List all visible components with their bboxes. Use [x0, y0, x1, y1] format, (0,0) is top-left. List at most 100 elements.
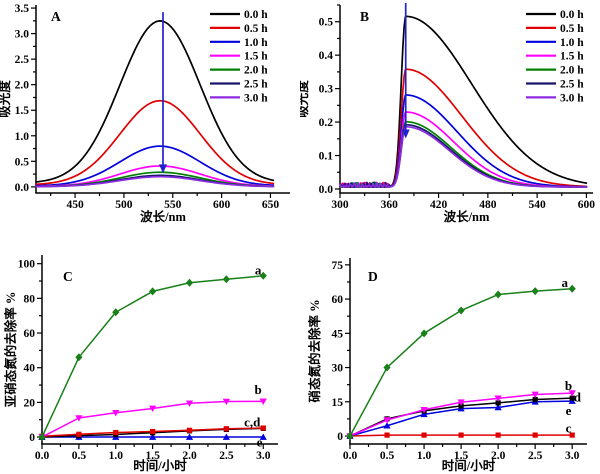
svg-text:0.4: 0.4 [319, 50, 334, 62]
legend-item: 2.0 h [526, 65, 584, 77]
legend-item: 0.5 h [210, 23, 268, 35]
legend-label: 0.5 h [244, 23, 268, 35]
chart-A-svg: 450 500 550 600 650 0.0 0.5 1.0 1.5 2.0 2.5 3.0 3.5 波… [0, 3, 290, 224]
svg-text:40: 40 [24, 363, 36, 375]
data-point-marker [494, 395, 502, 402]
data-point-marker [569, 432, 575, 438]
data-point-marker [420, 329, 428, 338]
x-tick-labels: 300 360 420 480 540 600 [331, 199, 595, 211]
svg-text:3.0: 3.0 [565, 450, 580, 462]
svg-text:360: 360 [381, 199, 399, 211]
series-label-b: b [565, 378, 572, 393]
svg-text:60: 60 [24, 328, 36, 340]
data-point-marker [420, 410, 428, 418]
y-axis-label: 吸光度 [0, 80, 12, 118]
legend: 0.0 h 0.5 h 1.0 h 1.5 h 2.0 h 2.5 h3.0 h [210, 9, 268, 104]
panel-letter: C [63, 269, 73, 284]
data-point-marker [568, 284, 576, 293]
data-point-marker [532, 396, 538, 403]
y-tick-labels: 0.0 0.1 0.2 0.3 0.4 0.5 [319, 17, 334, 196]
svg-text:0.5: 0.5 [72, 450, 87, 462]
svg-text:500: 500 [115, 199, 133, 211]
data-point-marker [346, 432, 354, 441]
series-label-e: e [566, 403, 572, 418]
series-a-markers [38, 271, 267, 442]
data-point-marker [458, 432, 464, 438]
chart-D-svg: 0.0 0.5 1.0 1.5 2.0 2.5 3.0 0 15 30 45 60 75 时间/小时 硝态氮… [307, 258, 587, 473]
svg-text:1.5: 1.5 [145, 450, 160, 462]
panel-letter: B [360, 9, 369, 24]
data-point-marker [457, 399, 465, 406]
ticks [31, 7, 272, 198]
series-3.0h-line [339, 125, 588, 188]
svg-text:75: 75 [332, 260, 344, 272]
legend-label: 2.0 h [560, 65, 584, 77]
panel-b-absorbance-spectra: 300 360 420 480 540 600 0.0 0.1 0.2 0.3 0.4 0.5 波长/n… [295, 0, 600, 232]
svg-text:0.0: 0.0 [343, 450, 358, 462]
legend-item: 2.5 h [210, 79, 268, 91]
svg-text:2.0: 2.0 [182, 450, 197, 462]
x-tick-labels: 0.0 0.5 1.0 1.5 2.0 2.5 3.0 [35, 450, 271, 462]
data-point-marker [185, 278, 194, 287]
y-tick-labels: 0.0 0.5 1.0 1.5 2.0 2.5 3.0 3.5 [15, 3, 30, 194]
legend: 0.0 h 0.5 h 1.0 h 1.5 h 2.0 h 2.5 h3.0 h [526, 9, 584, 104]
svg-text:80: 80 [24, 293, 36, 305]
legend-label: 1.5 h [244, 51, 268, 63]
legend-label: 1.5 h [560, 51, 584, 63]
legend-item: 0.0 h [210, 9, 268, 21]
svg-text:0.5: 0.5 [319, 17, 334, 29]
data-point-marker [112, 409, 120, 417]
data-point-marker [532, 432, 538, 438]
svg-text:0.0: 0.0 [15, 182, 30, 194]
data-point-marker [149, 287, 157, 296]
svg-text:15: 15 [332, 397, 344, 409]
ticks [345, 264, 573, 449]
series-label-cd: c,d [244, 414, 261, 429]
svg-text:300: 300 [331, 199, 349, 211]
x-tick-labels: 450 500 550 600 650 [66, 199, 279, 211]
legend-label: 0.5 h [560, 23, 584, 35]
legend-label: 3.0 h [244, 92, 268, 104]
data-point-marker [222, 275, 230, 284]
data-point-marker [569, 395, 575, 401]
svg-text:100: 100 [18, 259, 36, 271]
data-point-marker [457, 306, 465, 315]
svg-text:1.0: 1.0 [417, 450, 432, 462]
svg-text:2.0: 2.0 [15, 80, 30, 92]
series-b-markers [346, 390, 576, 440]
y-axis-label: 吸光度 [300, 80, 310, 118]
svg-text:0.3: 0.3 [319, 84, 334, 96]
svg-text:540: 540 [529, 199, 547, 211]
data-point-marker [495, 432, 501, 438]
svg-text:3.0: 3.0 [15, 29, 30, 41]
data-point-marker [149, 405, 157, 413]
svg-text:550: 550 [164, 199, 182, 211]
panel-c-nitrite-removal: 0.0 0.5 1.0 1.5 2.0 2.5 3.0 0 20 40 60 80 100 时间/小时 亚硝… [0, 232, 300, 474]
series-label-e: e [257, 435, 263, 450]
data-point-marker [383, 363, 391, 372]
svg-text:1.5: 1.5 [454, 450, 469, 462]
ticks [335, 4, 588, 198]
data-point-marker [383, 417, 391, 424]
x-axis-label: 时间/小时 [442, 458, 496, 473]
series-label-b: b [254, 382, 261, 397]
data-point-marker [150, 428, 156, 435]
legend-item: 2.5 h [526, 79, 584, 91]
svg-text:0.0: 0.0 [35, 450, 50, 462]
svg-text:650: 650 [262, 199, 280, 211]
data-point-marker [185, 433, 194, 440]
decrease-arrow-icon [401, 2, 410, 139]
data-point-marker [420, 406, 428, 414]
series-2.0h-line [339, 120, 588, 188]
ticks [37, 263, 264, 449]
series-b-markers [38, 398, 267, 441]
series-label-a: a [562, 275, 569, 290]
legend-label: 3.0 h [560, 92, 584, 104]
svg-text:600: 600 [213, 199, 231, 211]
x-axis-label: 波长/nm [140, 209, 186, 224]
legend-item: 0.5 h [526, 23, 584, 35]
series-0.5h-line [35, 99, 275, 186]
data-point-marker [494, 403, 502, 411]
data-point-marker [531, 287, 539, 296]
